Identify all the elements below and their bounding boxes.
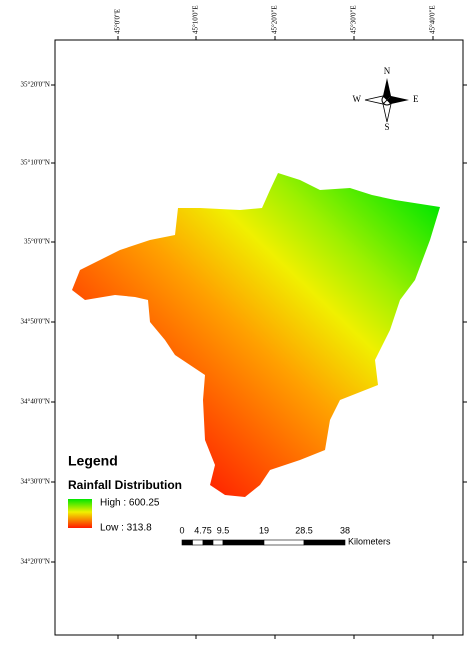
scale-segment — [192, 539, 204, 546]
scale-label: 4.75 — [194, 525, 212, 535]
east-label: E — [413, 94, 419, 104]
legend-swatch — [68, 499, 92, 528]
scale-segment — [263, 539, 305, 546]
latitude-label: 35°0'0"N — [24, 238, 50, 246]
scale-segment — [303, 539, 346, 546]
latitude-label: 35°10'0"N — [21, 159, 50, 167]
north-label: N — [384, 66, 391, 76]
longitude-label: 45°40'0"E — [429, 5, 437, 34]
scale-label: 0 — [179, 525, 184, 535]
scale-label: 19 — [259, 525, 269, 535]
latitude-label: 34°20'0"N — [21, 558, 50, 566]
north-arrow: N S E W — [353, 66, 420, 132]
scale-label: 38 — [340, 525, 350, 535]
latitude-label: 34°40'0"N — [21, 398, 50, 406]
scale-segment — [202, 539, 214, 546]
latitude-label: 34°50'0"N — [21, 318, 50, 326]
legend-high: High : 600.25 — [100, 498, 160, 509]
scale-segment — [181, 539, 193, 546]
legend-title: Legend — [68, 453, 118, 469]
south-label: S — [384, 122, 389, 132]
legend: Legend Rainfall Distribution High : 600.… — [68, 453, 182, 534]
study-area — [72, 173, 440, 497]
west-label: W — [353, 94, 362, 104]
scale-label: 9.5 — [217, 525, 230, 535]
map-frame — [54, 39, 464, 636]
legend-layer: Rainfall Distribution — [68, 478, 182, 492]
graticule: 45°0'0"E 45°10'0"E 45°20'0"E 45°30'0"E 45°40… — [21, 5, 467, 639]
scale-label: 28.5 — [295, 525, 313, 535]
scale-segment — [212, 539, 224, 546]
latitude-label: 34°30'0"N — [21, 478, 50, 486]
longitude-label: 45°10'0"E — [192, 5, 200, 34]
longitude-label: 45°0'0"E — [114, 9, 122, 34]
longitude-label: 45°30'0"E — [350, 5, 358, 34]
longitude-label: 45°20'0"E — [271, 5, 279, 34]
scale-segment — [222, 539, 265, 546]
latitude-label: 35°20'0"N — [21, 81, 50, 89]
scale-unit: Kilometers — [348, 536, 391, 546]
legend-low: Low : 313.8 — [100, 523, 152, 534]
